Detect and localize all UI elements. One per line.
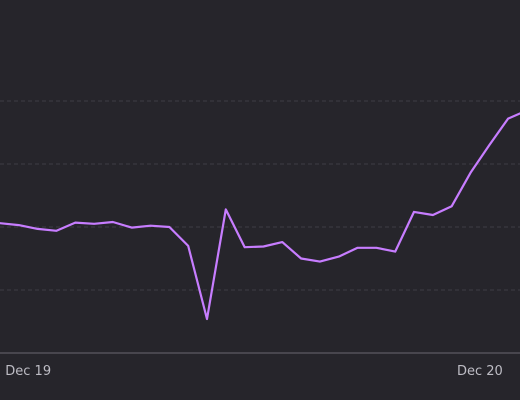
x-tick-label: Dec 20 bbox=[457, 364, 503, 379]
series-line bbox=[0, 112, 520, 321]
x-tick-label: Dec 19 bbox=[5, 364, 51, 379]
grid-lines bbox=[0, 100, 520, 291]
series-layer bbox=[0, 112, 520, 321]
